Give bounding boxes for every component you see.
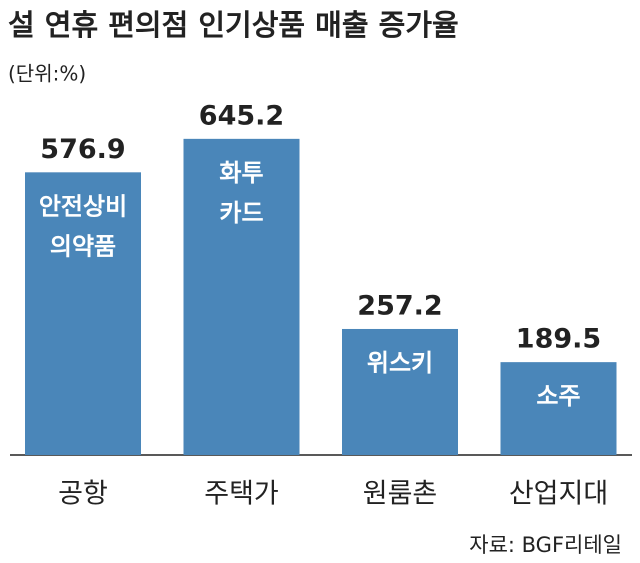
unit-label: (단위:%) bbox=[8, 62, 86, 86]
value-label: 645.2 bbox=[199, 100, 284, 131]
x-tick-label: 주택가 bbox=[204, 479, 279, 510]
bar-label: 소주 bbox=[536, 382, 580, 410]
chart-title: 설 연휴 편의점 인기상품 매출 증가율 bbox=[8, 8, 459, 42]
bar bbox=[342, 328, 458, 455]
bar bbox=[500, 362, 617, 455]
x-tick-label: 공항 bbox=[58, 479, 108, 510]
source: 자료: BGF리테일 bbox=[469, 533, 622, 557]
x-tick-label: 원룸촌 bbox=[363, 479, 438, 510]
bar bbox=[25, 172, 141, 455]
value-label: 576.9 bbox=[40, 134, 125, 165]
bar-label: 위스키 bbox=[367, 349, 433, 377]
bar-label: 의약품 bbox=[50, 232, 116, 260]
bar-label: 화투 bbox=[219, 159, 263, 187]
x-tick-label: 산업지대 bbox=[509, 479, 608, 510]
bar bbox=[183, 138, 300, 456]
value-label: 189.5 bbox=[516, 324, 601, 355]
bar-label: 카드 bbox=[219, 199, 263, 227]
bar-label: 안전상비 bbox=[39, 192, 127, 220]
value-label: 257.2 bbox=[357, 290, 442, 321]
